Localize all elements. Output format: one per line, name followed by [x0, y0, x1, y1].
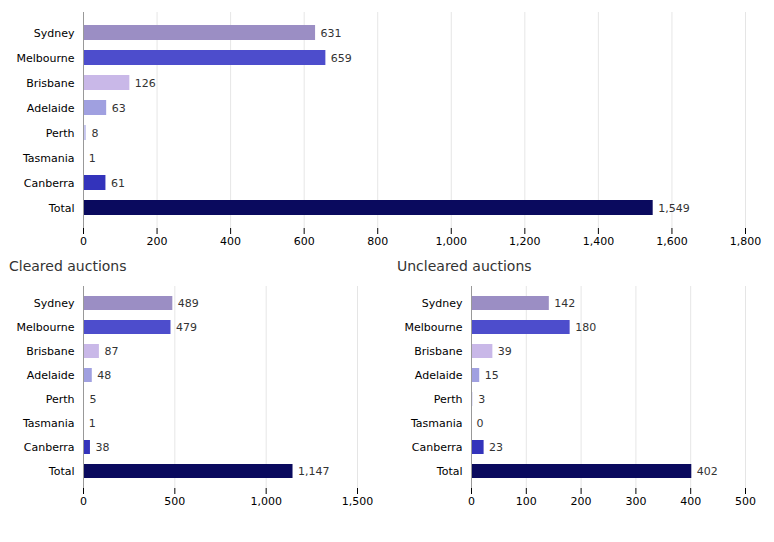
svg-text:500: 500	[735, 495, 756, 508]
svg-text:126: 126	[135, 77, 156, 90]
svg-text:Tasmania: Tasmania	[22, 417, 75, 430]
svg-text:1,600: 1,600	[656, 235, 688, 248]
svg-text:200: 200	[147, 235, 168, 248]
svg-text:Tasmania: Tasmania	[410, 417, 463, 430]
svg-text:8: 8	[91, 127, 98, 140]
svg-text:1: 1	[89, 417, 96, 430]
svg-text:659: 659	[331, 52, 352, 65]
svg-text:Brisbane: Brisbane	[26, 345, 75, 358]
svg-text:100: 100	[516, 495, 537, 508]
svg-text:5: 5	[89, 393, 96, 406]
svg-text:61: 61	[111, 177, 125, 190]
svg-text:1: 1	[89, 152, 96, 165]
svg-text:38: 38	[95, 441, 109, 454]
svg-text:1,000: 1,000	[250, 495, 282, 508]
svg-text:Melbourne: Melbourne	[16, 52, 74, 65]
svg-text:87: 87	[104, 345, 118, 358]
svg-text:1,147: 1,147	[298, 465, 330, 478]
svg-text:Canberra: Canberra	[412, 441, 463, 454]
svg-text:Canberra: Canberra	[24, 441, 75, 454]
svg-text:Sydney: Sydney	[422, 297, 463, 310]
svg-text:200: 200	[571, 495, 592, 508]
svg-text:1,000: 1,000	[436, 235, 468, 248]
svg-text:0: 0	[80, 235, 87, 248]
svg-text:142: 142	[554, 297, 575, 310]
svg-text:300: 300	[625, 495, 646, 508]
svg-text:400: 400	[680, 495, 701, 508]
svg-text:0: 0	[477, 417, 484, 430]
svg-text:Adelaide: Adelaide	[415, 369, 463, 382]
svg-text:479: 479	[176, 321, 197, 334]
svg-text:Total: Total	[48, 465, 75, 478]
svg-text:Melbourne: Melbourne	[404, 321, 462, 334]
svg-text:Melbourne: Melbourne	[16, 321, 74, 334]
svg-text:48: 48	[97, 369, 111, 382]
svg-text:Adelaide: Adelaide	[27, 102, 75, 115]
svg-text:631: 631	[321, 27, 342, 40]
svg-text:Tasmania: Tasmania	[22, 152, 75, 165]
svg-text:Perth: Perth	[434, 393, 463, 406]
html-text:Uncleared auctions: Uncleared auctions	[397, 258, 532, 274]
svg-text:1,200: 1,200	[509, 235, 541, 248]
svg-text:402: 402	[697, 465, 718, 478]
svg-text:15: 15	[485, 369, 499, 382]
svg-text:489: 489	[178, 297, 199, 310]
svg-text:Total: Total	[436, 465, 463, 478]
svg-text:0: 0	[80, 495, 87, 508]
svg-text:400: 400	[220, 235, 241, 248]
svg-text:Adelaide: Adelaide	[27, 369, 75, 382]
svg-text:3: 3	[478, 393, 485, 406]
svg-text:1,500: 1,500	[342, 495, 374, 508]
svg-text:39: 39	[498, 345, 512, 358]
svg-text:Perth: Perth	[46, 127, 75, 140]
svg-text:Canberra: Canberra	[24, 177, 75, 190]
svg-text:180: 180	[575, 321, 596, 334]
svg-text:1,800: 1,800	[730, 235, 762, 248]
svg-text:Brisbane: Brisbane	[414, 345, 463, 358]
svg-text:1,549: 1,549	[658, 202, 690, 215]
svg-text:Perth: Perth	[46, 393, 75, 406]
svg-text:Sydney: Sydney	[34, 297, 75, 310]
svg-text:Total: Total	[48, 202, 75, 215]
svg-text:Sydney: Sydney	[34, 27, 75, 40]
svg-text:600: 600	[294, 235, 315, 248]
svg-text:0: 0	[468, 495, 475, 508]
svg-text:Brisbane: Brisbane	[26, 77, 75, 90]
svg-text:1,400: 1,400	[583, 235, 615, 248]
svg-text:23: 23	[489, 441, 503, 454]
svg-text:500: 500	[164, 495, 185, 508]
svg-text:800: 800	[367, 235, 388, 248]
svg-text:63: 63	[112, 102, 126, 115]
html-text:Cleared auctions: Cleared auctions	[9, 258, 127, 274]
